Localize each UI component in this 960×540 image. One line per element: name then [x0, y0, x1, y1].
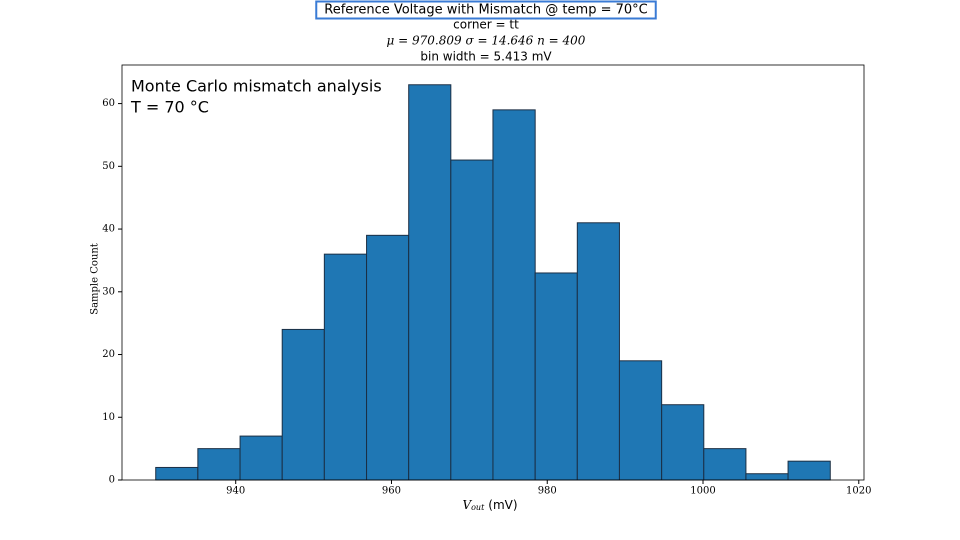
x-label-subscript: out — [471, 503, 485, 512]
subtitle: corner = tt — [453, 18, 519, 32]
y-tick-label: 30 — [102, 286, 115, 297]
bar — [450, 159, 494, 481]
y-axis-label: Sample Count — [90, 243, 101, 315]
y-tick-label: 10 — [102, 412, 115, 423]
bar — [534, 272, 578, 481]
annotation: Monte Carlo mismatch analysis — [131, 77, 382, 96]
chart-title[interactable]: Reference Voltage with Mismatch @ temp =… — [324, 3, 647, 18]
bar — [492, 109, 536, 481]
bar — [323, 253, 368, 481]
x-axis-label: Vout (mV) — [462, 498, 517, 513]
bar — [618, 360, 663, 481]
plot-frame — [121, 64, 865, 481]
bar — [155, 466, 199, 481]
subtitle: μ = 970.809 σ = 14.646 n = 400 — [387, 34, 586, 48]
bar — [239, 435, 283, 481]
y-tick-label: 50 — [102, 161, 115, 172]
x-tick-label: 1020 — [846, 486, 871, 497]
y-tick-label: 0 — [109, 475, 115, 486]
annotation: T = 70 °C — [130, 98, 209, 117]
bar — [197, 448, 241, 481]
x-tick-label: 980 — [538, 486, 557, 497]
x-tick-label: 1000 — [690, 486, 715, 497]
subtitle: bin width = 5.413 mV — [420, 50, 552, 64]
x-tick-label: 940 — [226, 486, 245, 497]
bar — [661, 404, 705, 481]
y-tick-label: 20 — [102, 349, 115, 360]
y-tick-label: 40 — [102, 224, 115, 235]
bar — [745, 473, 789, 481]
bar — [281, 328, 325, 481]
x-label-unit: (mV) — [488, 498, 517, 512]
bar — [787, 460, 831, 481]
x-label-symbol: V — [462, 498, 472, 512]
title-box[interactable] — [315, 0, 657, 20]
bar — [408, 84, 452, 481]
bar — [703, 448, 747, 481]
x-tick-label: 960 — [382, 486, 401, 497]
bar — [366, 234, 410, 481]
y-tick-label: 60 — [102, 98, 115, 109]
bar — [576, 222, 620, 481]
